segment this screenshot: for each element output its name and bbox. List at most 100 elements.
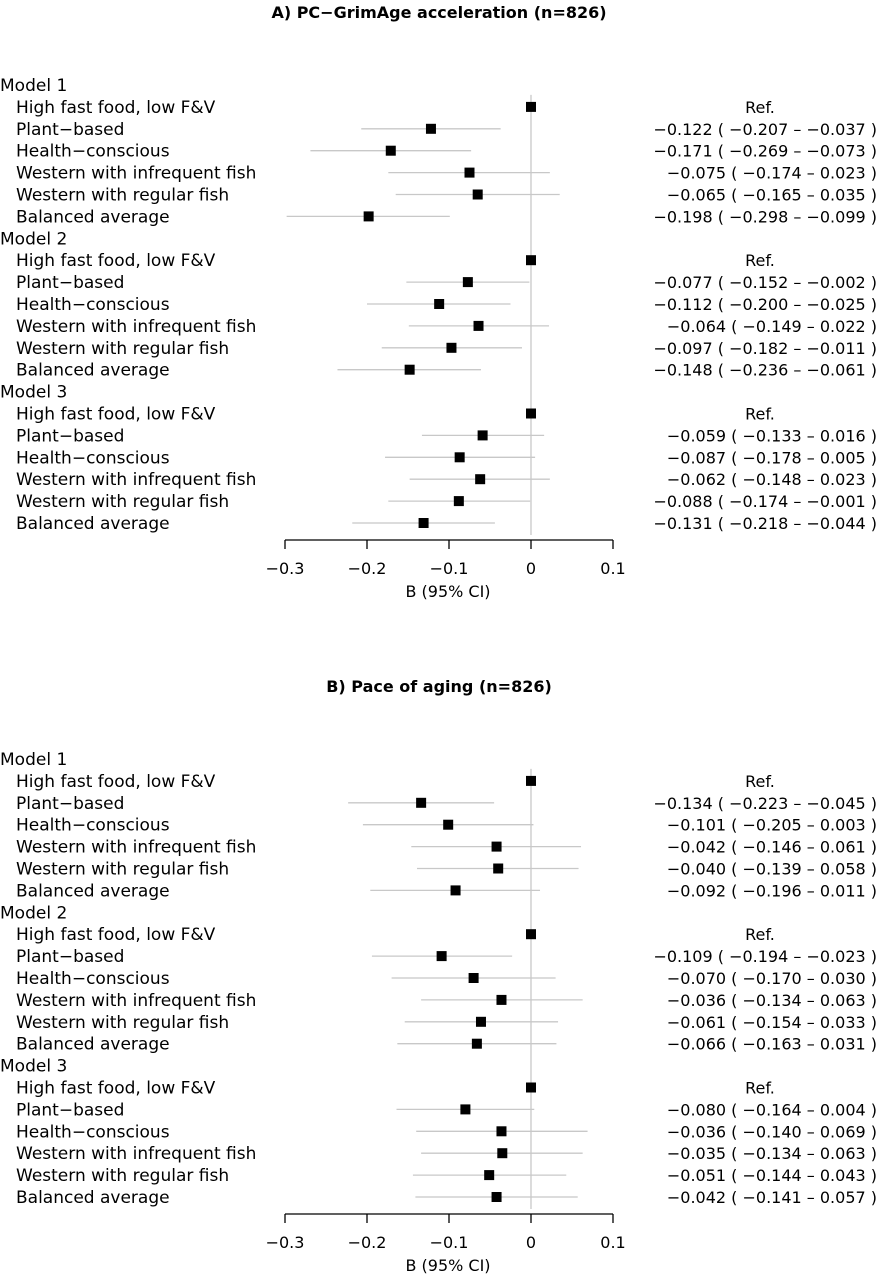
estimate-marker	[473, 320, 484, 331]
estimate-marker	[526, 101, 536, 112]
estimate-marker	[526, 929, 536, 940]
estimate-marker	[526, 408, 536, 419]
model-label: Model 1	[0, 750, 67, 770]
estimate-text: −0.171 ( −0.269 – −0.073 )	[653, 142, 877, 161]
x-tick-label: −0.1	[430, 559, 469, 578]
row-label: Western with infrequent fish	[16, 991, 256, 1011]
row-label: Plant−based	[16, 1100, 124, 1120]
estimate-text: −0.122 ( −0.207 – −0.037 )	[653, 120, 877, 139]
estimate-marker	[475, 1016, 486, 1027]
estimate-text: −0.064 ( −0.149 – 0.022 )	[667, 317, 877, 336]
row-label: High fast food, low F&V	[16, 925, 216, 945]
row-label: Western with infrequent fish	[16, 1144, 256, 1164]
reference-label: Ref.	[745, 772, 775, 791]
row-label: Western with regular fish	[16, 186, 229, 206]
reference-label: Ref.	[745, 405, 775, 424]
x-tick-label: −0.2	[348, 1233, 387, 1252]
estimate-marker	[385, 145, 396, 156]
estimate-text: −0.080 ( −0.164 – 0.004 )	[667, 1100, 877, 1119]
row-label: High fast food, low F&V	[16, 772, 216, 792]
estimate-marker	[454, 452, 465, 463]
estimate-marker	[418, 518, 429, 528]
estimate-marker	[468, 973, 479, 983]
estimate-text: −0.065 ( −0.165 – 0.035 )	[667, 186, 877, 205]
estimate-marker	[496, 1126, 507, 1137]
x-tick-label: −0.3	[266, 1233, 305, 1252]
estimate-text: −0.148 ( −0.236 – −0.061 )	[653, 361, 877, 380]
x-tick-label: −0.3	[266, 559, 305, 578]
estimate-marker	[475, 474, 486, 485]
x-tick-label: 0.1	[600, 1233, 625, 1252]
estimate-text: −0.040 ( −0.139 – 0.058 )	[667, 860, 877, 879]
estimate-marker	[416, 797, 427, 808]
estimate-text: −0.134 ( −0.223 – −0.045 )	[653, 794, 877, 813]
row-label: Balanced average	[16, 881, 170, 901]
panel-title: B) Pace of aging (n=826)	[326, 677, 552, 696]
row-label: Western with regular fish	[16, 1166, 229, 1186]
row-label: Balanced average	[16, 1035, 170, 1055]
estimate-text: −0.042 ( −0.141 – 0.057 )	[667, 1188, 877, 1207]
estimate-text: −0.198 ( −0.298 – −0.099 )	[653, 207, 877, 226]
estimate-marker	[453, 496, 464, 507]
estimate-text: −0.131 ( −0.218 – −0.044 )	[653, 514, 877, 533]
row-label: Balanced average	[16, 361, 170, 381]
row-label: Western with infrequent fish	[16, 470, 256, 490]
estimate-marker	[526, 1082, 536, 1093]
row-label: High fast food, low F&V	[16, 251, 216, 271]
row-label: Health−conscious	[16, 295, 170, 315]
estimate-text: −0.088 ( −0.174 – −0.001 )	[653, 492, 877, 511]
estimate-marker	[477, 430, 488, 441]
estimate-text: −0.101 ( −0.205 – 0.003 )	[667, 816, 877, 835]
estimate-marker	[363, 211, 374, 222]
row-label: Health−conscious	[16, 816, 170, 836]
estimate-text: −0.051 ( −0.144 – 0.043 )	[667, 1166, 877, 1185]
row-label: Plant−based	[16, 273, 124, 293]
reference-label: Ref.	[745, 251, 775, 270]
estimate-marker	[446, 342, 457, 353]
estimate-marker	[472, 189, 483, 200]
estimate-text: −0.087 ( −0.178 – 0.005 )	[667, 448, 877, 467]
estimate-marker	[526, 255, 536, 266]
estimate-marker	[526, 775, 536, 786]
forest-panel: A) PC−GrimAge acceleration (n=826) Model …	[0, 3, 877, 601]
row-label: Health−conscious	[16, 969, 170, 989]
estimate-text: −0.036 ( −0.140 – 0.069 )	[667, 1122, 877, 1141]
estimate-text: −0.066 ( −0.163 – 0.031 )	[667, 1035, 877, 1054]
estimate-marker	[404, 364, 415, 375]
x-tick-label: 0.1	[600, 559, 625, 578]
estimate-text: −0.097 ( −0.182 – −0.011 )	[653, 339, 877, 358]
estimate-text: −0.062 ( −0.148 – 0.023 )	[667, 470, 877, 489]
row-label: High fast food, low F&V	[16, 405, 216, 425]
reference-label: Ref.	[745, 98, 775, 117]
estimate-text: −0.061 ( −0.154 – 0.033 )	[667, 1013, 877, 1032]
estimate-text: −0.070 ( −0.170 – 0.030 )	[667, 969, 877, 988]
x-tick-label: 0	[526, 1233, 536, 1252]
row-label: Western with regular fish	[16, 492, 229, 512]
row-label: Health−conscious	[16, 142, 170, 162]
row-label: Western with regular fish	[16, 1013, 229, 1033]
estimate-marker	[493, 863, 504, 874]
x-axis-label: B (95% CI)	[405, 1256, 490, 1275]
row-label: Western with infrequent fish	[16, 317, 256, 337]
estimate-marker	[425, 123, 436, 134]
row-label: Plant−based	[16, 426, 124, 446]
model-label: Model 3	[0, 383, 67, 403]
estimate-text: −0.059 ( −0.133 – 0.016 )	[667, 426, 877, 445]
row-label: Western with infrequent fish	[16, 838, 256, 858]
row-label: Plant−based	[16, 120, 124, 140]
estimate-marker	[436, 951, 447, 962]
x-tick-label: 0	[526, 559, 536, 578]
reference-label: Ref.	[745, 925, 775, 944]
estimate-marker	[491, 1192, 502, 1202]
estimate-marker	[484, 1170, 495, 1181]
estimate-marker	[462, 277, 473, 288]
x-tick-label: −0.2	[348, 559, 387, 578]
row-label: Balanced average	[16, 1188, 170, 1208]
estimate-text: −0.042 ( −0.146 – 0.061 )	[667, 838, 877, 857]
model-label: Model 2	[0, 229, 67, 249]
reference-label: Ref.	[745, 1079, 775, 1098]
estimate-marker	[443, 819, 454, 830]
estimate-marker	[471, 1038, 482, 1049]
panel-title: A) PC−GrimAge acceleration (n=826)	[271, 3, 606, 22]
